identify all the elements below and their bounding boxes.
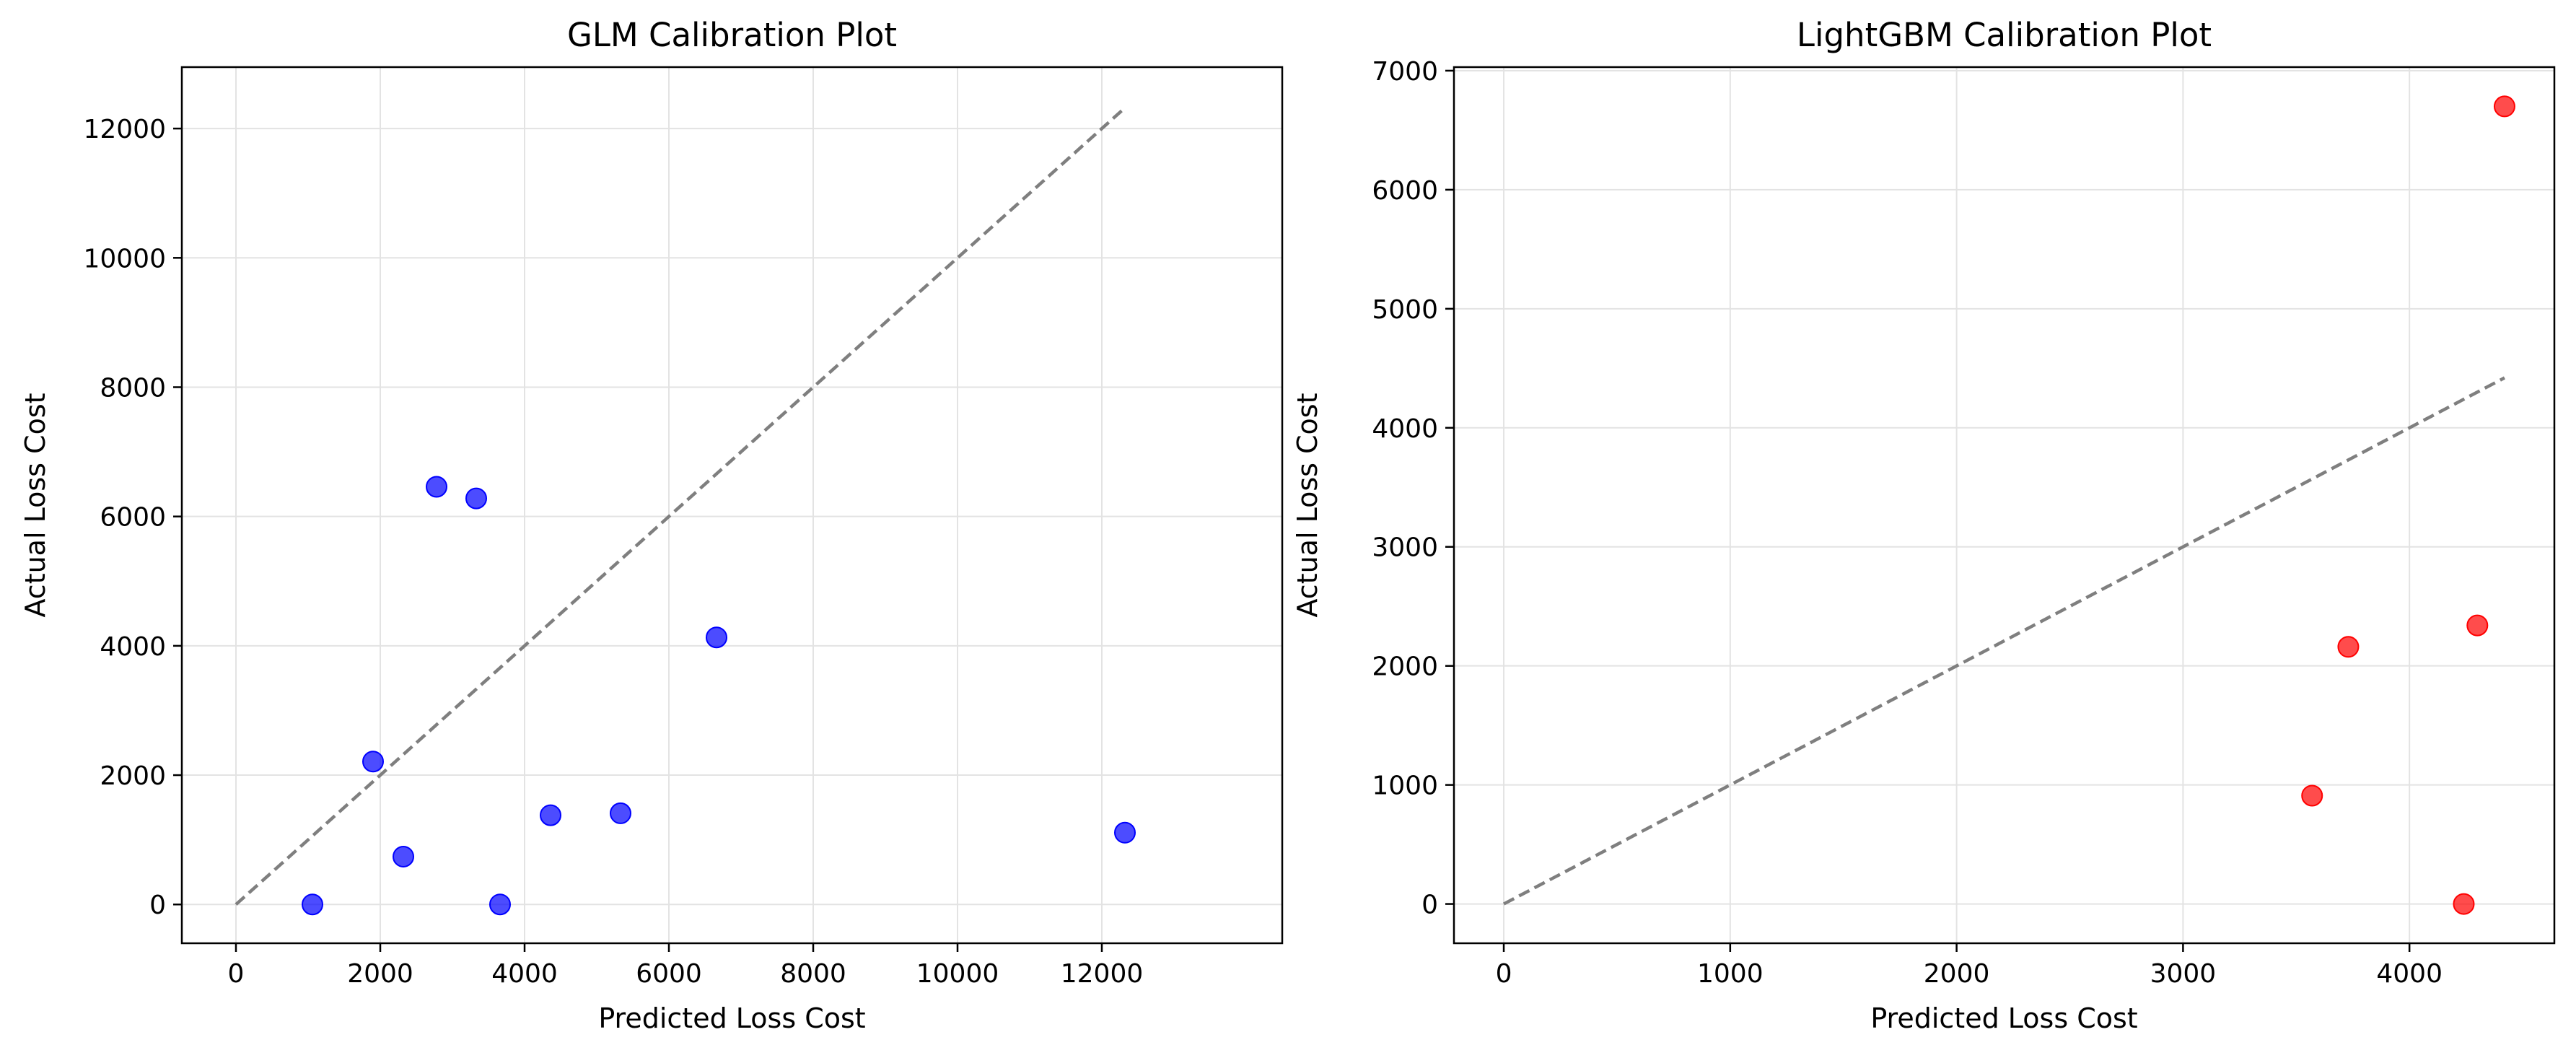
x-axis-ticks: 0 1000 2000 3000 4000 — [1496, 943, 2443, 989]
points-group — [302, 476, 1136, 916]
x-tick-label: 1000 — [1697, 959, 1764, 989]
x-tick-label: 8000 — [780, 959, 846, 989]
reference-line-group — [235, 106, 1126, 906]
y-tick-label: 0 — [1421, 891, 1438, 920]
data-point — [2301, 784, 2323, 807]
y-tick-label: 4000 — [1372, 414, 1438, 444]
y-tick-label: 6000 — [1372, 176, 1438, 206]
x-tick-label: 0 — [228, 959, 245, 989]
x-tick-label: 10000 — [916, 959, 999, 989]
data-point — [610, 802, 631, 824]
y-tick-label: 0 — [149, 891, 166, 920]
chart-title: LightGBM Calibration Plot — [1797, 16, 2212, 54]
y-axis-ticks: 0 2000 4000 6000 8000 10000 12000 — [83, 115, 182, 920]
reference-line — [235, 106, 1126, 906]
x-axis-label: Predicted Loss Cost — [1870, 1002, 2137, 1034]
data-point — [302, 893, 323, 916]
y-tick-label: 5000 — [1372, 295, 1438, 325]
data-point — [1114, 821, 1136, 844]
y-tick-label: 3000 — [1372, 533, 1438, 563]
data-point — [540, 804, 561, 826]
points-group — [2301, 95, 2515, 915]
data-point — [706, 626, 727, 649]
x-tick-label: 6000 — [636, 959, 702, 989]
y-tick-label: 10000 — [83, 244, 166, 274]
reference-line — [1502, 376, 2506, 906]
x-tick-label: 4000 — [2376, 959, 2443, 989]
y-axis-label: Actual Loss Cost — [1292, 393, 1323, 617]
data-point — [2453, 893, 2475, 915]
x-tick-label: 2000 — [347, 959, 413, 989]
reference-line-group — [1502, 376, 2506, 906]
x-axis-label: Predicted Loss Cost — [598, 1002, 865, 1034]
glm-calibration-panel: 0 2000 4000 6000 8000 10000 12000 0 2000 4000 600… — [19, 16, 1284, 1034]
grid — [182, 67, 1282, 943]
data-point — [362, 751, 384, 773]
plot-area-frame — [1453, 66, 2556, 945]
x-tick-label: 12000 — [1061, 959, 1144, 989]
plot-area-frame — [180, 66, 1284, 945]
lightgbm-calibration-panel: 0 1000 2000 3000 4000 0 1000 2000 3000 4000 5000 6… — [1292, 16, 2556, 1034]
data-point — [2466, 614, 2489, 637]
x-tick-label: 4000 — [491, 959, 558, 989]
y-axis-label: Actual Loss Cost — [19, 393, 51, 617]
data-point — [489, 893, 511, 916]
grid — [1454, 67, 2554, 943]
y-tick-label: 2000 — [100, 761, 166, 791]
y-tick-label: 12000 — [83, 115, 166, 144]
chart-title: GLM Calibration Plot — [567, 16, 897, 54]
x-tick-label: 0 — [1496, 959, 1512, 989]
data-point — [393, 845, 414, 867]
data-point — [2493, 95, 2515, 118]
y-tick-label: 8000 — [100, 373, 166, 403]
y-tick-label: 6000 — [100, 503, 166, 533]
y-tick-label: 1000 — [1372, 771, 1438, 801]
y-tick-label: 2000 — [1372, 652, 1438, 682]
x-tick-label: 2000 — [1924, 959, 1990, 989]
data-point — [465, 487, 487, 510]
y-tick-label: 7000 — [1372, 57, 1438, 87]
x-tick-label: 3000 — [2150, 959, 2217, 989]
y-axis-ticks: 0 1000 2000 3000 4000 5000 6000 7000 — [1372, 57, 1454, 920]
y-tick-label: 4000 — [100, 632, 166, 662]
data-point — [2337, 636, 2360, 658]
data-point — [426, 476, 447, 498]
x-axis-ticks: 0 2000 4000 6000 8000 10000 12000 — [228, 943, 1144, 989]
